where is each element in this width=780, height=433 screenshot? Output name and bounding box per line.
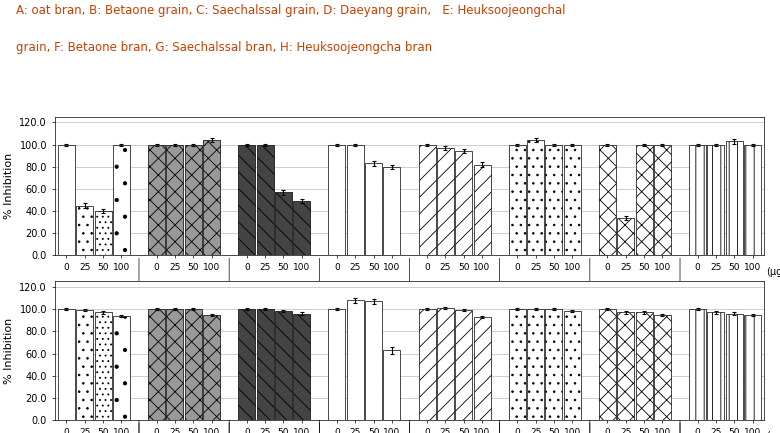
Bar <box>94 211 112 255</box>
Bar <box>599 145 616 255</box>
Bar <box>275 311 292 420</box>
Bar <box>347 145 363 255</box>
Bar <box>599 309 616 420</box>
Bar <box>509 145 526 255</box>
Bar <box>654 145 671 255</box>
Bar <box>365 164 382 255</box>
Bar <box>617 313 634 420</box>
Bar <box>437 148 454 255</box>
Text: E: E <box>451 286 458 296</box>
Text: (μg/mL): (μg/mL) <box>766 267 780 277</box>
Bar <box>690 309 706 420</box>
Bar <box>545 145 562 255</box>
Bar <box>384 350 400 420</box>
Bar <box>113 145 129 255</box>
Bar <box>58 309 75 420</box>
Bar <box>527 140 544 255</box>
Text: C: C <box>271 286 278 296</box>
Text: A: A <box>90 286 98 296</box>
Bar <box>617 218 634 255</box>
Text: H: H <box>721 286 729 296</box>
Bar <box>707 145 725 255</box>
Bar <box>456 310 472 420</box>
Bar <box>166 145 183 255</box>
Text: grain, F: Betaone bran, G: Saechalssal bran, H: Heuksoojeongcha bran: grain, F: Betaone bran, G: Saechalssal b… <box>16 41 431 54</box>
Bar <box>113 316 129 420</box>
Bar <box>185 309 202 420</box>
Bar <box>148 309 165 420</box>
Text: G: G <box>630 286 640 296</box>
Bar <box>76 310 93 420</box>
Bar <box>545 309 562 420</box>
Bar <box>564 145 580 255</box>
Bar <box>456 151 472 255</box>
Y-axis label: % Inhibition: % Inhibition <box>4 317 14 384</box>
Bar <box>293 313 310 420</box>
Text: (μg/mL): (μg/mL) <box>766 431 780 433</box>
Bar <box>347 301 363 420</box>
Bar <box>328 145 346 255</box>
Bar <box>636 313 653 420</box>
Bar <box>654 315 671 420</box>
Bar <box>726 141 743 255</box>
Bar <box>365 301 382 420</box>
Bar <box>203 315 220 420</box>
Bar <box>527 309 544 420</box>
Bar <box>473 317 491 420</box>
Bar <box>744 315 761 420</box>
Y-axis label: % Inhibition: % Inhibition <box>4 153 14 220</box>
Bar <box>148 145 165 255</box>
Bar <box>636 145 653 255</box>
Bar <box>509 309 526 420</box>
Bar <box>690 145 706 255</box>
Bar <box>203 140 220 255</box>
Text: A: oat bran, B: Betaone grain, C: Saechalssal grain, D: Daeyang grain,   E: Heuk: A: oat bran, B: Betaone grain, C: Saecha… <box>16 4 565 17</box>
Bar <box>328 309 346 420</box>
Bar <box>419 309 435 420</box>
Bar <box>94 313 112 420</box>
Bar <box>744 145 761 255</box>
Bar <box>239 309 255 420</box>
Bar <box>257 309 274 420</box>
Bar <box>275 192 292 255</box>
Bar <box>239 145 255 255</box>
Bar <box>419 145 435 255</box>
Text: B: B <box>180 286 188 296</box>
Bar <box>564 311 580 420</box>
Bar <box>76 206 93 255</box>
Bar <box>166 309 183 420</box>
Text: D: D <box>360 286 369 296</box>
Bar <box>473 165 491 255</box>
Bar <box>257 145 274 255</box>
Bar <box>707 313 725 420</box>
Bar <box>384 167 400 255</box>
Text: F: F <box>541 286 548 296</box>
Bar <box>437 308 454 420</box>
Bar <box>726 313 743 420</box>
Bar <box>185 145 202 255</box>
Bar <box>293 201 310 255</box>
Bar <box>58 145 75 255</box>
